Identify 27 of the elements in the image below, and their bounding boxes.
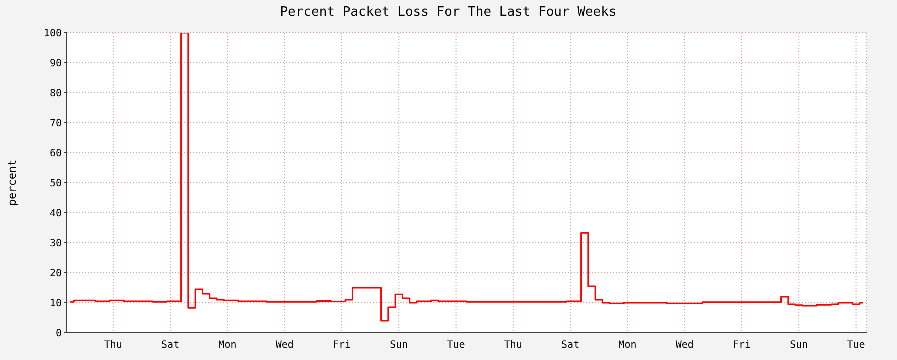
y-axis-title: percent bbox=[6, 160, 19, 206]
y-tick-label: 40 bbox=[50, 208, 62, 220]
x-tick-label: Thu bbox=[104, 340, 122, 352]
chart-title: Percent Packet Loss For The Last Four Weeks bbox=[279, 5, 618, 20]
y-tick-label: 100 bbox=[44, 28, 62, 40]
x-tick-label: Fri bbox=[332, 340, 352, 352]
x-tick-label: Wed bbox=[676, 340, 694, 352]
y-tick-label: 70 bbox=[50, 118, 62, 130]
x-tick-label: Mon bbox=[618, 340, 637, 352]
x-tick-label: Sat bbox=[162, 340, 180, 352]
y-tick-label: 10 bbox=[50, 298, 62, 310]
x-tick-label: Sat bbox=[562, 340, 580, 352]
y-tick-label: 20 bbox=[50, 268, 62, 280]
y-tick-label: 0 bbox=[56, 328, 62, 340]
x-tick-label: Sun bbox=[790, 340, 808, 352]
y-tick-label: 80 bbox=[50, 88, 62, 100]
x-tick-label: Wed bbox=[276, 340, 294, 352]
x-tick-label: Tue bbox=[447, 340, 466, 352]
x-tick-label: Tue bbox=[847, 340, 866, 352]
x-tick-label: Mon bbox=[218, 340, 237, 352]
x-tick-label: Fri bbox=[732, 340, 752, 352]
x-tick-label: Thu bbox=[504, 340, 522, 352]
y-tick-label: 60 bbox=[50, 148, 62, 160]
y-tick-label: 30 bbox=[50, 238, 62, 250]
x-tick-label: Sun bbox=[390, 340, 408, 352]
y-tick-label: 50 bbox=[50, 178, 62, 190]
y-tick-label: 90 bbox=[50, 58, 62, 70]
